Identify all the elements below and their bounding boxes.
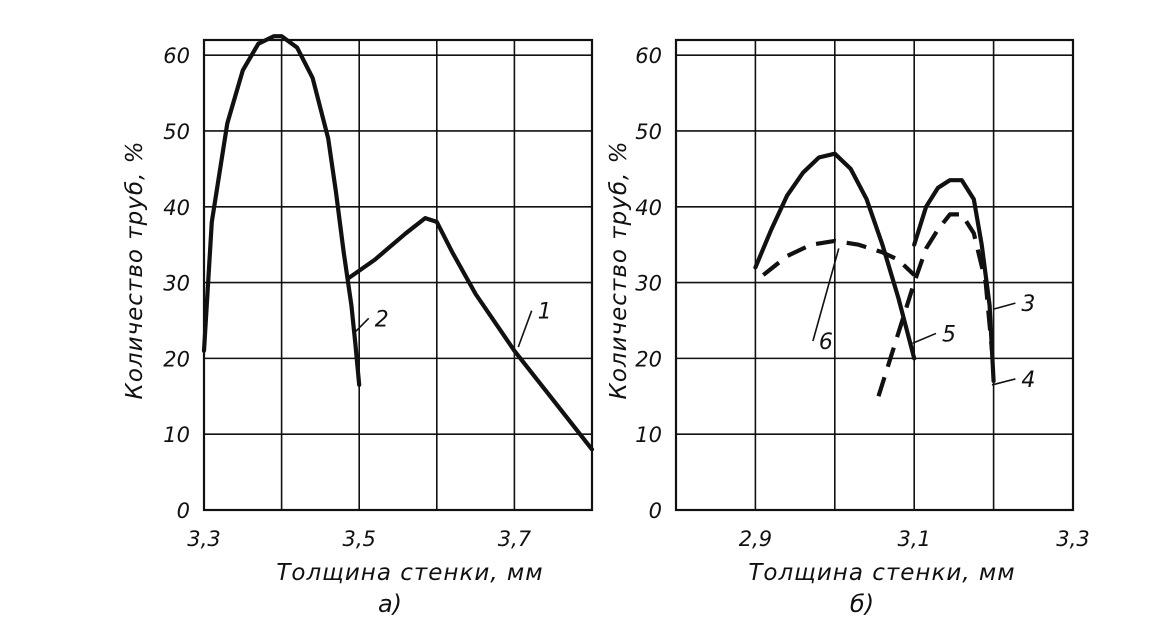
y-tick-label: 10 <box>635 423 662 447</box>
x-tick-label: 3,3 <box>1056 527 1089 551</box>
series-3-leader <box>993 302 1016 310</box>
series-1-leader <box>517 310 533 348</box>
y-tick-label: 20 <box>163 347 190 371</box>
y-tick-label: 10 <box>163 423 190 447</box>
series-4-curve <box>876 212 995 397</box>
series-4-leader <box>991 378 1016 386</box>
y-axis-title: Количество труб, % <box>122 140 148 399</box>
y-tick-label: 60 <box>635 44 662 68</box>
x-tick-label: 2,9 <box>739 527 772 551</box>
y-tick-label: 20 <box>635 347 662 371</box>
y-tick-label: 60 <box>163 44 190 68</box>
y-tick-label: 30 <box>635 272 662 296</box>
x-tick-label: 3,3 <box>187 527 220 551</box>
panel-label: а) <box>378 590 402 618</box>
series-2-leader <box>354 317 370 333</box>
panel-a-chart: 0 10 20 30 40 50 60 3,3 3,5 3,7 Толщина стенки, мм… <box>122 34 595 618</box>
series-2-curve <box>201 34 362 387</box>
x-tick-label: 3,5 <box>342 527 375 551</box>
y-tick-label: 40 <box>163 196 190 220</box>
x-axis-title: Толщина стенки, мм <box>748 560 1015 586</box>
y-tick-label: 50 <box>163 120 190 144</box>
series-6-curve <box>761 238 916 277</box>
series-6-leader <box>812 248 840 342</box>
plot-frame <box>202 38 594 512</box>
panel-label: б) <box>850 590 874 618</box>
series-5-curve <box>753 151 917 361</box>
series-5-label: 5 <box>942 322 956 347</box>
series-3-label: 3 <box>1021 292 1035 317</box>
series-6-label: 6 <box>819 330 833 355</box>
series-4-label: 4 <box>1021 368 1035 393</box>
panel-b-chart: 0 10 20 30 40 50 60 2,9 3,1 3,3 Толщина стенки, мм… <box>606 38 1090 618</box>
y-tick-label: 50 <box>635 120 662 144</box>
y-tick-label: 0 <box>649 499 662 523</box>
y-axis-title: Количество труб, % <box>606 140 632 399</box>
series-2-label: 2 <box>375 307 389 332</box>
y-tick-label: 0 <box>177 499 190 523</box>
x-axis-title: Толщина стенки, мм <box>276 560 543 586</box>
x-tick-label: 3,7 <box>498 527 532 551</box>
series-1-label: 1 <box>538 300 552 325</box>
series-1-curve <box>345 216 595 452</box>
plot-frame <box>674 38 1075 512</box>
series-5-leader <box>912 332 937 344</box>
y-tick-label: 30 <box>163 272 190 296</box>
y-tick-label: 40 <box>635 196 662 220</box>
series-3-curve <box>912 178 996 384</box>
x-tick-label: 3,1 <box>897 527 930 551</box>
